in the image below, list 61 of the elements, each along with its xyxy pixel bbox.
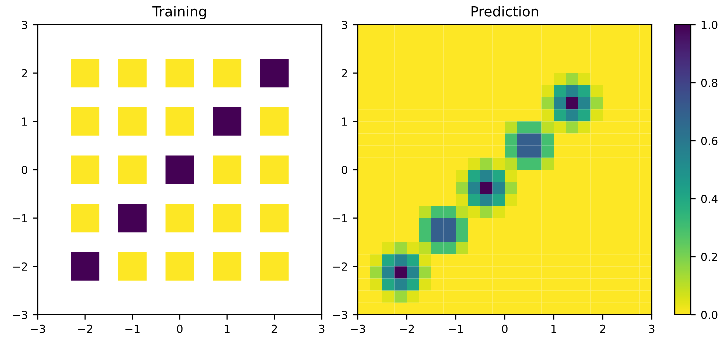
point — [166, 252, 194, 281]
x-tick-label: −2 — [400, 324, 414, 334]
y-tick-label: −2 — [333, 262, 348, 271]
y-tick-label: 0 — [342, 166, 348, 174]
point — [71, 252, 100, 281]
point — [260, 252, 289, 281]
y-tick-label: −1 — [13, 214, 28, 223]
y-tick-label: 3 — [342, 20, 348, 30]
x-tick-label: 3 — [319, 324, 325, 334]
color-bar-label: 0.6 — [701, 136, 718, 146]
point — [166, 156, 194, 184]
y-tick-label: 0 — [22, 166, 28, 174]
point — [213, 107, 242, 136]
x-tick-label: 1 — [552, 325, 557, 334]
x-tick-label: 0 — [177, 324, 183, 334]
point — [118, 59, 147, 88]
x-tick-label: −1 — [126, 325, 140, 334]
point — [71, 59, 100, 88]
y-tick-label: −2 — [13, 262, 28, 271]
color-bar-label: 1.0 — [702, 20, 718, 30]
point — [166, 107, 194, 136]
point — [118, 252, 147, 281]
point — [260, 107, 289, 136]
point — [213, 59, 242, 88]
x-tick-label: −3 — [350, 324, 366, 334]
y-tick-label: 2 — [22, 69, 28, 78]
point — [213, 204, 242, 233]
y-tick-label: −3 — [333, 310, 348, 320]
point — [213, 252, 242, 281]
color-bar-label: 0.4 — [701, 194, 718, 204]
x-tick-label: 2 — [272, 324, 278, 334]
point — [213, 156, 242, 184]
point — [118, 204, 147, 233]
color-bar-label: 0.8 — [701, 78, 718, 88]
y-tick-label: −3 — [13, 310, 28, 320]
point — [71, 107, 100, 136]
point — [260, 204, 289, 233]
y-tick-label: −1 — [333, 214, 348, 223]
x-tick-label: 0 — [502, 324, 508, 334]
point — [260, 156, 289, 184]
point — [166, 204, 194, 233]
y-tick-label: 1 — [342, 118, 348, 126]
color-bar-label: 0.2 — [701, 252, 718, 262]
x-tick-label: −2 — [78, 324, 92, 334]
y-tick-label: 1 — [22, 118, 28, 126]
x-tick-label: −1 — [448, 325, 464, 334]
x-tick-label: 3 — [649, 324, 655, 334]
point — [118, 107, 147, 136]
y-tick-label: 2 — [342, 69, 348, 78]
x-tick-label: −3 — [30, 324, 46, 334]
x-tick-label: 2 — [600, 324, 606, 334]
chart-title: Prediction — [472, 6, 538, 17]
point — [71, 156, 100, 184]
y-tick-label: 3 — [22, 20, 28, 30]
chart-title: Training — [152, 6, 206, 20]
x-tick-label: 1 — [225, 325, 230, 334]
point — [71, 204, 100, 233]
point — [118, 156, 147, 184]
point — [260, 59, 289, 88]
point — [166, 59, 194, 88]
color-bar-label: 0.0 — [701, 310, 718, 320]
